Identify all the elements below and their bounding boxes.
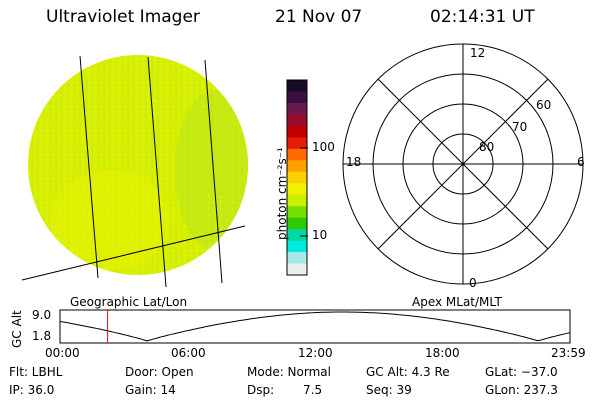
meridian-line-3	[204, 59, 223, 284]
colorbar-segment	[287, 114, 307, 127]
status-flt: Flt: LBHL	[9, 365, 63, 379]
colorbar-segment	[287, 160, 307, 173]
colorbar-tick-100: 100	[312, 140, 335, 154]
altitude-xtick-0: 00:00	[45, 346, 80, 360]
status-door: Door: Open	[125, 365, 194, 379]
colorbar-tick-10: 10	[312, 228, 328, 242]
colorbar-segment	[287, 183, 307, 196]
polar-plot	[342, 43, 584, 285]
colorbar-segment	[287, 194, 307, 207]
altitude-xtick-3: 18:00	[425, 346, 460, 360]
altitude-ytick-top: 9.0	[32, 308, 52, 322]
date-label: 21 Nov 07	[275, 7, 363, 27]
status-mode: Mode: Normal	[247, 365, 331, 379]
polar-mlt-18: 18	[346, 155, 362, 169]
app-title: Ultraviolet Imager	[46, 7, 200, 27]
colorbar-segment	[287, 125, 307, 138]
altitude-ylabel: GC Alt	[10, 310, 24, 348]
polar-lat-80: 80	[479, 140, 495, 154]
status-gain: Gain: 14	[125, 383, 176, 397]
colorbar-segment	[287, 263, 307, 276]
globe-image	[21, 55, 248, 288]
altitude-plot	[59, 309, 571, 344]
status-glon: GLon: 237.3	[485, 383, 558, 397]
colorbar-segment	[287, 229, 307, 242]
colorbar	[286, 79, 308, 276]
globe-caption: Geographic Lat/Lon	[70, 295, 188, 309]
polar-mlt-12: 12	[470, 46, 486, 60]
colorbar-segment	[287, 240, 307, 253]
altitude-xtick-4: 23:59	[551, 346, 586, 360]
altitude-curve	[59, 311, 571, 342]
colorbar-unit-label: photon cm⁻²s⁻¹	[275, 147, 289, 240]
parallel-line	[21, 225, 246, 281]
colorbar-segment	[287, 137, 307, 150]
polar-lat-70: 70	[512, 120, 528, 134]
polar-mlt-6: 6	[577, 155, 585, 169]
altitude-plot-frame	[59, 309, 571, 344]
status-glat: GLat: −37.0	[485, 365, 558, 379]
colorbar-segment	[287, 91, 307, 104]
globe-disk	[28, 55, 248, 275]
colorbar-segment	[287, 80, 307, 92]
altitude-xtick-2: 12:00	[298, 346, 333, 360]
colorbar-segment	[287, 148, 307, 161]
polar-diagonal-2	[377, 78, 549, 250]
colorbar-segment	[287, 252, 307, 265]
polar-mlt-0: 0	[469, 276, 477, 290]
status-ip: IP: 36.0	[9, 383, 55, 397]
colorbar-segment	[287, 171, 307, 184]
status-dsp-label: Dsp:	[247, 383, 275, 397]
polar-lat-60: 60	[536, 98, 552, 112]
status-gc-alt: GC Alt: 4.3 Re	[366, 365, 450, 379]
meridian-line-2	[147, 56, 167, 288]
status-dsp-value: 7.5	[303, 383, 323, 397]
altitude-ytick-bottom: 1.8	[32, 329, 52, 343]
polar-caption: Apex MLat/MLT	[412, 295, 502, 309]
colorbar-frame	[286, 79, 308, 276]
status-seq: Seq: 39	[366, 383, 412, 397]
colorbar-segment	[287, 102, 307, 115]
altitude-xtick-1: 06:00	[171, 346, 206, 360]
colorbar-segment	[287, 206, 307, 219]
time-label: 02:14:31 UT	[430, 7, 535, 27]
meridian-line-1	[79, 55, 99, 279]
colorbar-segment	[287, 217, 307, 230]
